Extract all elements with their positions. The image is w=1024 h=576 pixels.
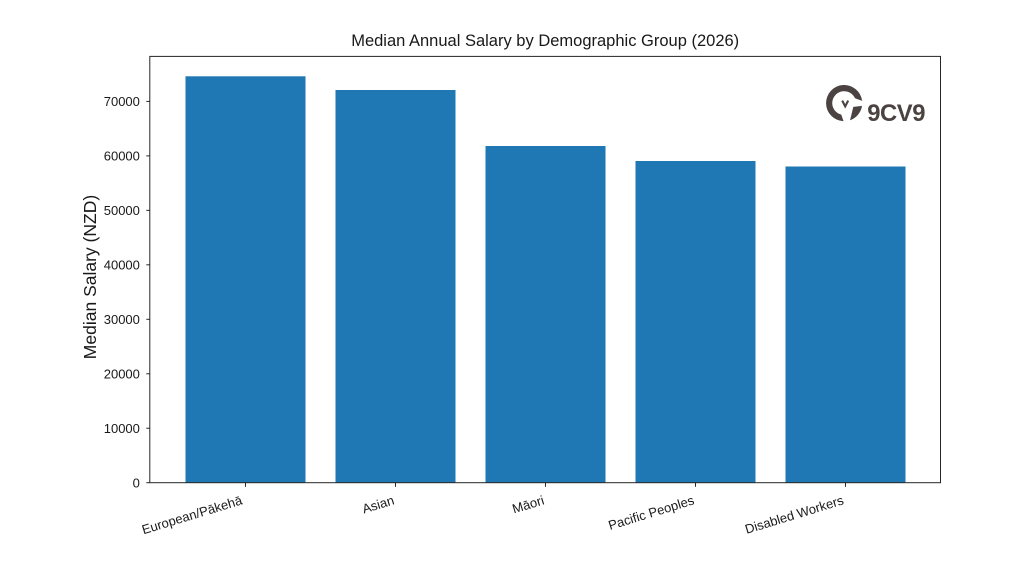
svg-text:30000: 30000	[104, 312, 140, 327]
svg-text:60000: 60000	[104, 149, 140, 164]
svg-text:40000: 40000	[104, 257, 140, 272]
svg-text:0: 0	[133, 475, 140, 490]
svg-text:10000: 10000	[104, 421, 140, 436]
svg-text:70000: 70000	[104, 94, 140, 109]
svg-text:50000: 50000	[104, 203, 140, 218]
svg-text:Median Salary (NZD): Median Salary (NZD)	[80, 195, 100, 359]
svg-text:9CV9: 9CV9	[867, 100, 925, 127]
svg-text:Median Annual Salary by Demogr: Median Annual Salary by Demographic Grou…	[351, 32, 739, 50]
svg-text:20000: 20000	[104, 366, 140, 381]
